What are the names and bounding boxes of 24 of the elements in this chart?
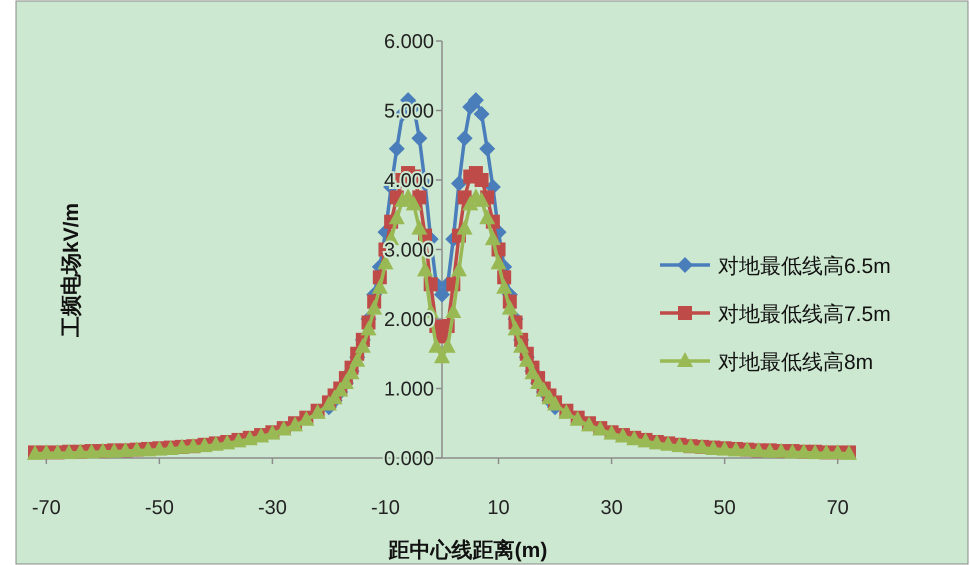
point <box>388 140 405 157</box>
x-tick-label: 10 <box>487 497 510 519</box>
x-tick-label: -70 <box>32 497 61 519</box>
y-tick-label: 6.000 <box>384 31 434 53</box>
point <box>474 106 490 122</box>
x-tick-label: 30 <box>600 497 623 519</box>
x-tick-label: -10 <box>371 497 400 519</box>
y-axis-title: 工频电场kV/m <box>60 202 83 338</box>
point <box>450 175 467 192</box>
x-tick-label: -50 <box>144 497 174 519</box>
point <box>434 286 450 303</box>
x-axis-title: 距中心线距离(m) <box>388 538 548 562</box>
point <box>479 140 496 157</box>
point <box>456 130 473 146</box>
y-tick-label: 0.000 <box>384 448 434 470</box>
legend-label: 对地最低线高8m <box>718 351 874 374</box>
y-tick-label: 1.000 <box>384 378 434 400</box>
y-tick-label: 4.000 <box>384 170 434 192</box>
point <box>411 130 428 146</box>
x-tick-label: 50 <box>714 497 736 519</box>
x-tick-label: 70 <box>826 497 849 519</box>
legend-label: 对地最低线高7.5m <box>718 303 891 326</box>
x-tick-label: -30 <box>258 497 287 519</box>
legend-label: 对地最低线高6.5m <box>718 255 891 278</box>
